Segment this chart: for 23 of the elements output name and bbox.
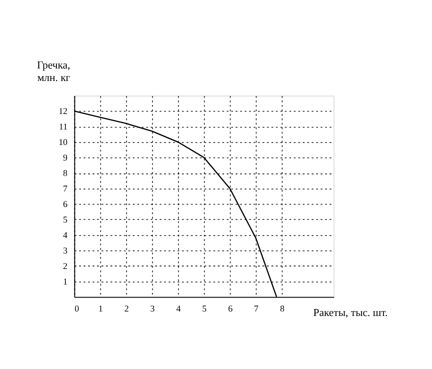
y-tick-label: 1	[63, 276, 68, 286]
y-axis-title: Гречка, млн. кг	[36, 59, 71, 84]
y-tick-label: 4	[63, 230, 68, 240]
y-tick-label: 9	[63, 152, 68, 163]
x-tick-label: 1	[98, 304, 103, 314]
y-tick-label: 11	[58, 122, 68, 132]
y-tick-label: 5	[63, 214, 68, 225]
x-tick-label: 2	[124, 304, 129, 314]
x-tick-label: 8	[280, 304, 285, 314]
x-tick-label: 5	[202, 304, 208, 314]
x-tick-label: 7	[254, 304, 260, 314]
y-tick-label: 10	[58, 137, 68, 148]
x-axis-title: Ракеты, тыс. шт.	[313, 307, 388, 320]
x-tick-label: 0	[74, 304, 80, 314]
x-tick-label: 6	[228, 304, 234, 314]
x-tick-label: 3	[150, 304, 156, 314]
y-tick-label: 8	[63, 168, 68, 178]
y-tick-label: 3	[63, 246, 68, 256]
y-tick-label: 2	[63, 261, 68, 272]
y-tick-label: 6	[63, 199, 68, 210]
y-tick-label: 12	[58, 106, 68, 116]
x-tick-label: 4	[176, 304, 182, 314]
y-tick-label: 7	[63, 184, 68, 194]
